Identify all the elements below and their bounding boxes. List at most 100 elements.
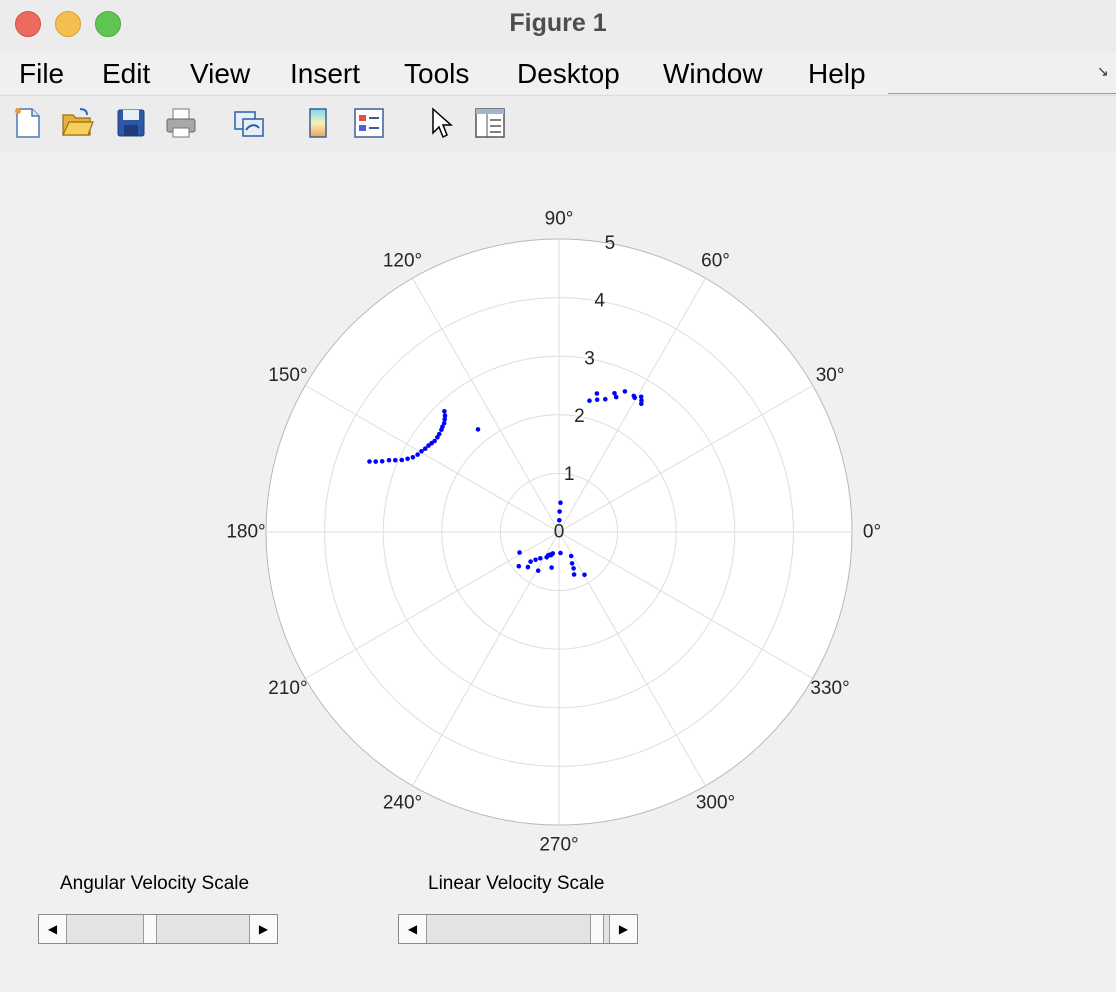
new-figure-icon[interactable] — [10, 106, 44, 140]
dock-arrow-icon[interactable]: ↘ — [1097, 63, 1109, 79]
theta-tick-label: 60° — [701, 250, 730, 271]
data-point — [603, 396, 608, 402]
pointer-icon[interactable] — [424, 106, 458, 140]
menu-tools[interactable]: Tools — [404, 58, 470, 89]
window-title: Figure 1 — [509, 9, 607, 37]
data-point — [442, 413, 448, 418]
angular-velocity-slider[interactable]: ◀ ▶ — [38, 914, 278, 944]
menu-window[interactable]: Window — [663, 58, 763, 89]
open-file-icon[interactable] — [60, 106, 94, 140]
slider-thumb[interactable] — [590, 915, 604, 943]
slider-track[interactable] — [67, 915, 249, 943]
menu-file[interactable]: File — [19, 58, 65, 89]
data-point — [571, 572, 577, 577]
data-point — [442, 409, 447, 414]
data-point — [622, 389, 628, 394]
linear-velocity-slider[interactable]: ◀ ▶ — [398, 914, 638, 944]
data-point — [613, 394, 619, 400]
data-point — [587, 398, 592, 403]
data-point — [639, 398, 644, 403]
data-point — [557, 518, 562, 523]
data-point — [386, 457, 392, 463]
slider-right-arrow-icon[interactable]: ▶ — [609, 915, 637, 943]
colorbar-icon[interactable] — [301, 106, 335, 140]
theta-tick-label: 120° — [383, 250, 422, 271]
data-point — [568, 553, 574, 559]
data-point — [415, 452, 420, 457]
data-point — [538, 556, 543, 561]
menu-edit[interactable]: Edit — [102, 58, 151, 89]
data-point — [373, 459, 379, 464]
minimize-window-button[interactable] — [55, 11, 81, 37]
data-point — [544, 555, 549, 560]
data-point — [442, 417, 448, 422]
data-point — [419, 449, 424, 454]
r-tick-label: 0 — [554, 522, 565, 543]
r-tick-label: 3 — [584, 348, 595, 369]
polar-grid-spoke — [558, 531, 813, 679]
data-point — [557, 509, 562, 514]
data-point — [612, 391, 617, 396]
save-icon[interactable] — [114, 106, 148, 140]
data-point — [393, 457, 398, 463]
theta-tick-label: 90° — [545, 209, 574, 230]
theta-tick-label: 300° — [696, 793, 735, 814]
data-point — [441, 420, 447, 426]
data-point — [525, 564, 531, 570]
menu-help[interactable]: Help — [808, 58, 866, 89]
data-point — [475, 427, 481, 432]
data-point — [558, 550, 563, 556]
polar-grid-spoke — [412, 531, 560, 786]
maximize-window-button[interactable] — [95, 11, 121, 37]
data-point — [639, 401, 644, 407]
data-point — [638, 394, 644, 400]
data-point — [432, 438, 437, 444]
data-point — [594, 397, 600, 402]
menu-desktop[interactable]: Desktop — [517, 58, 620, 89]
data-point — [410, 455, 416, 460]
data-point — [440, 424, 445, 430]
theta-tick-label: 30° — [816, 365, 845, 386]
menu-separator-line — [888, 93, 1116, 94]
data-point — [571, 566, 576, 571]
slider-track[interactable] — [427, 915, 609, 943]
window-titlebar: Figure 1 — [0, 0, 1116, 48]
polar-grid-spoke — [412, 278, 560, 533]
polar-grid-spoke — [305, 385, 560, 533]
data-point — [558, 500, 563, 506]
slider-thumb[interactable] — [143, 915, 157, 943]
data-point — [379, 459, 385, 464]
print-icon[interactable] — [164, 106, 198, 140]
close-window-button[interactable] — [15, 11, 41, 37]
data-point — [549, 565, 554, 570]
menu-bar: File Edit View Insert Tools Desktop Wind… — [0, 52, 1116, 94]
slider-left-arrow-icon[interactable]: ◀ — [399, 915, 427, 943]
r-tick-label: 2 — [574, 406, 585, 427]
figure-toolbar — [0, 95, 1116, 153]
slider-left-arrow-icon[interactable]: ◀ — [39, 915, 67, 943]
data-point — [437, 431, 442, 437]
link-plot-icon[interactable] — [232, 106, 266, 140]
data-point — [405, 456, 410, 462]
theta-tick-label: 330° — [810, 678, 849, 699]
polar-grid-spoke — [305, 531, 560, 679]
polar-grid-spoke — [558, 278, 706, 533]
figure-canvas: 0° 30° 60° 90° 120° 150° 180° 210° 240° 270° 300° 3… — [0, 152, 1116, 992]
theta-tick-label: 240° — [383, 793, 422, 814]
angular-velocity-label: Angular Velocity Scale — [60, 873, 250, 894]
theta-tick-label: 150° — [268, 365, 307, 386]
property-editor-icon[interactable] — [473, 106, 507, 140]
data-point — [535, 568, 541, 573]
menu-view[interactable]: View — [190, 58, 251, 89]
data-point — [367, 459, 372, 464]
r-tick-label: 4 — [594, 291, 605, 312]
slider-right-arrow-icon[interactable]: ▶ — [249, 915, 277, 943]
polar-plot: 0° 30° 60° 90° 120° 150° 180° 210° 240° 270° 300° 3… — [226, 209, 881, 853]
theta-tick-label: 0° — [863, 522, 881, 543]
linear-velocity-label: Linear Velocity Scale — [428, 873, 605, 894]
menu-insert[interactable]: Insert — [290, 58, 361, 89]
legend-icon[interactable] — [352, 106, 386, 140]
theta-tick-label: 210° — [268, 678, 307, 699]
data-point — [399, 457, 405, 463]
data-point — [516, 563, 522, 569]
